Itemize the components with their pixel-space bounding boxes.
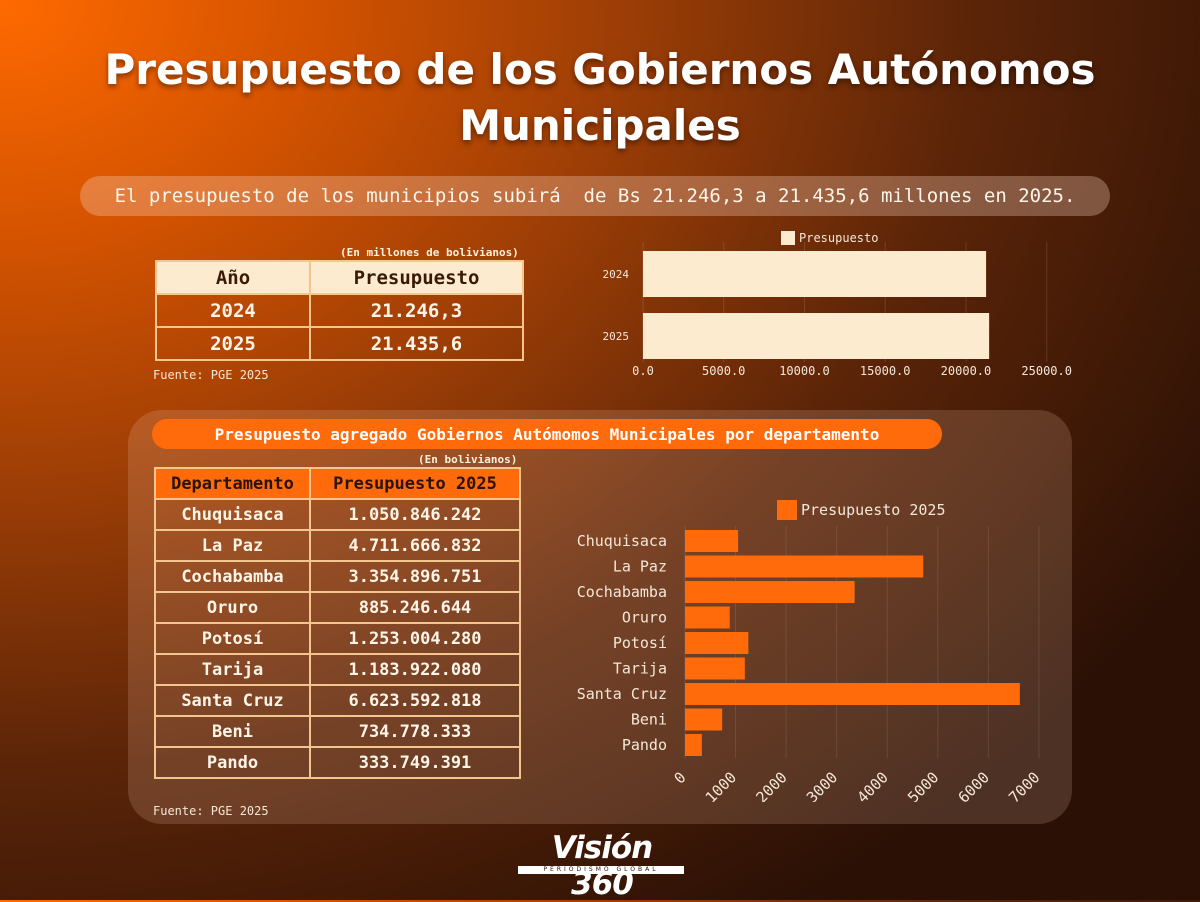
table-row: La Paz 4.711.666.832	[154, 529, 521, 562]
cell-department: Cochabamba	[154, 560, 311, 593]
subtitle-text: El presupuesto de los municipios subirá …	[114, 185, 1076, 207]
table-row: Cochabamba 3.354.896.751	[154, 560, 521, 593]
x-tick-label: 4000	[854, 768, 892, 802]
bar-cochabamba	[685, 581, 855, 603]
department-panel-title: Presupuesto agregado Gobiernos Autómomos…	[152, 419, 942, 449]
cell-department: Beni	[154, 715, 311, 748]
cell-budget: 333.749.391	[309, 746, 521, 779]
y-tick-label: Tarija	[613, 660, 667, 678]
x-tick-label: 7000	[1005, 768, 1043, 802]
y-tick-label: 2024	[603, 268, 630, 281]
table-row: Santa Cruz 6.623.592.818	[154, 684, 521, 717]
y-tick-label: Santa Cruz	[577, 685, 667, 703]
department-budget-table: Departamento Presupuesto 2025 Chuquisaca…	[154, 467, 521, 779]
cell-budget: 4.711.666.832	[309, 529, 521, 562]
cell-budget: 1.253.004.280	[309, 622, 521, 655]
header-year: Año	[155, 260, 311, 295]
cell-budget: 3.354.896.751	[309, 560, 521, 593]
x-tick-label: 25000.0	[1021, 364, 1072, 378]
y-tick-label: Beni	[631, 711, 667, 729]
cell-budget: 734.778.333	[309, 715, 521, 748]
cell-year: 2025	[155, 326, 311, 361]
y-tick-label: La Paz	[613, 558, 667, 576]
y-tick-label: Chuquisaca	[577, 532, 667, 550]
table-row: 2025 21.435,6	[155, 326, 524, 361]
bar-pando	[685, 734, 702, 756]
cell-budget: 885.246.644	[309, 591, 521, 624]
bar-santa-cruz	[685, 683, 1020, 705]
bar-beni	[685, 708, 723, 731]
x-tick-label: 15000.0	[860, 364, 911, 378]
cell-department: La Paz	[154, 529, 311, 562]
table2-source: Fuente: PGE 2025	[153, 804, 269, 818]
table1-unit-note: (En millones de bolivianos)	[340, 246, 519, 259]
table-header-row: Año Presupuesto	[155, 260, 524, 295]
title-line-1: Presupuesto de los Gobiernos Autónomos	[104, 45, 1096, 94]
subtitle-banner: El presupuesto de los municipios subirá …	[80, 176, 1110, 216]
cell-budget: 6.623.592.818	[309, 684, 521, 717]
table2-unit-note: (En bolivianos)	[418, 453, 518, 466]
x-tick-label: 20000.0	[941, 364, 992, 378]
y-tick-label: 2025	[603, 330, 630, 343]
department-budget-chart: 0 1000 2000 3000 4000 5000 6000 7000 Chuquisaca L…	[577, 500, 1043, 802]
bar-la-paz	[685, 555, 924, 578]
y-tick-label: Potosí	[613, 634, 667, 652]
legend-label: Presupuesto 2025	[801, 501, 946, 519]
table-row: Chuquisaca 1.050.846.242	[154, 498, 521, 531]
y-tick-label: Oruro	[622, 609, 667, 627]
budget-by-year-table: Año Presupuesto 2024 21.246,3 2025 21.43…	[155, 260, 524, 361]
cell-budget: 1.050.846.242	[309, 498, 521, 531]
table-row: Oruro 885.246.644	[154, 591, 521, 624]
bar-tarija	[685, 657, 745, 680]
y-tick-label: Cochabamba	[577, 583, 667, 601]
legend-swatch	[777, 500, 797, 520]
cell-department: Potosí	[154, 622, 311, 655]
cell-department: Chuquisaca	[154, 498, 311, 531]
cell-budget: 1.183.922.080	[309, 653, 521, 686]
bar-2025	[643, 313, 990, 359]
cell-year: 2024	[155, 293, 311, 328]
title-line-2: Municipales	[459, 101, 741, 150]
x-tick-label: 2000	[752, 768, 790, 802]
x-tick-label: 6000	[955, 768, 993, 802]
cell-department: Tarija	[154, 653, 311, 686]
legend-swatch	[781, 231, 795, 245]
table-header-row: Departamento Presupuesto 2025	[154, 467, 521, 500]
bar-potosí	[685, 632, 749, 654]
cell-department: Santa Cruz	[154, 684, 311, 717]
table-row: Beni 734.778.333	[154, 715, 521, 748]
legend-label: Presupuesto	[799, 231, 878, 245]
x-tick-label: 10000.0	[779, 364, 830, 378]
x-tick-label: 0	[670, 768, 689, 787]
x-tick-label: 3000	[803, 768, 841, 802]
cell-budget: 21.435,6	[309, 326, 524, 361]
table-row: Tarija 1.183.922.080	[154, 653, 521, 686]
header-budget: Presupuesto	[309, 260, 524, 295]
page-title: Presupuesto de los Gobiernos Autónomos M…	[0, 42, 1200, 154]
table-row: Potosí 1.253.004.280	[154, 622, 521, 655]
cell-department: Oruro	[154, 591, 311, 624]
x-tick-label: 5000	[904, 768, 942, 802]
y-tick-label: Pando	[622, 736, 667, 754]
year-budget-chart: 0.0 5000.0 10000.0 15000.0 20000.0 25000.0 202…	[603, 231, 1072, 378]
vision360-logo-tagline: PERIODISMO GLOBAL	[518, 866, 684, 874]
bar-chuquisaca	[685, 530, 739, 552]
x-tick-label: 1000	[702, 768, 740, 802]
header-budget-2025: Presupuesto 2025	[309, 467, 521, 500]
department-panel-title-text: Presupuesto agregado Gobiernos Autómomos…	[214, 424, 880, 444]
table-row: 2024 21.246,3	[155, 293, 524, 328]
bar-2024	[643, 251, 987, 297]
cell-department: Pando	[154, 746, 311, 779]
bar-oruro	[685, 606, 730, 629]
table-row: Pando 333.749.391	[154, 746, 521, 779]
x-tick-label: 0.0	[632, 364, 654, 378]
header-department: Departamento	[154, 467, 311, 500]
cell-budget: 21.246,3	[309, 293, 524, 328]
table1-source: Fuente: PGE 2025	[153, 368, 269, 382]
x-tick-label: 5000.0	[702, 364, 745, 378]
